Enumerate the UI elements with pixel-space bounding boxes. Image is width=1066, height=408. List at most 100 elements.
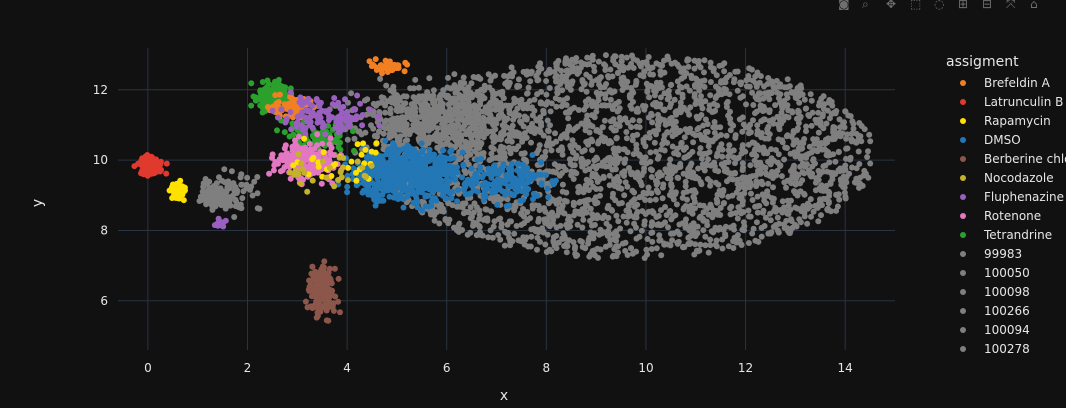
data-point — [556, 208, 562, 215]
data-point — [615, 184, 622, 191]
data-point — [403, 147, 409, 154]
data-point — [655, 126, 662, 133]
data-point — [674, 145, 681, 152]
data-point — [794, 125, 801, 132]
data-point — [401, 68, 408, 75]
data-point — [554, 65, 561, 72]
data-point — [354, 92, 361, 99]
data-point — [383, 117, 389, 124]
data-point — [474, 133, 480, 140]
data-point — [669, 133, 676, 140]
data-point — [592, 194, 599, 201]
data-point — [391, 124, 398, 131]
data-point — [597, 90, 604, 97]
data-point — [292, 104, 299, 111]
data-point — [817, 197, 824, 204]
data-point — [702, 242, 709, 249]
data-point — [563, 198, 570, 205]
data-point — [745, 207, 752, 214]
data-point — [784, 102, 791, 109]
data-point — [553, 78, 559, 85]
data-point — [847, 154, 854, 161]
data-point — [773, 77, 780, 84]
data-point — [237, 174, 244, 181]
data-point — [406, 152, 413, 159]
data-point — [745, 76, 752, 83]
data-point — [642, 143, 649, 150]
data-point — [247, 186, 254, 193]
data-point — [479, 108, 486, 115]
data-point — [649, 238, 656, 245]
data-point — [694, 223, 701, 230]
data-point — [719, 153, 726, 160]
data-point — [269, 107, 276, 114]
data-point — [745, 240, 752, 246]
data-point — [793, 180, 800, 187]
data-point — [422, 117, 429, 124]
data-point — [749, 230, 756, 237]
data-point — [357, 100, 364, 107]
data-point — [657, 94, 664, 101]
data-point — [574, 123, 581, 130]
data-point — [528, 128, 535, 135]
data-point — [621, 172, 628, 179]
data-point — [781, 179, 788, 186]
data-point — [221, 166, 228, 173]
data-point — [376, 172, 383, 179]
data-point — [454, 117, 461, 124]
data-point — [683, 83, 690, 90]
data-point — [481, 171, 488, 178]
data-point — [602, 95, 609, 102]
data-point — [612, 100, 619, 107]
data-point — [544, 185, 551, 192]
data-point — [581, 120, 588, 127]
data-point — [450, 154, 457, 161]
data-point — [654, 179, 661, 186]
data-point — [754, 209, 761, 216]
data-point — [571, 169, 578, 175]
data-point — [588, 81, 595, 88]
data-point — [701, 57, 708, 64]
data-point — [606, 163, 613, 170]
data-point — [583, 88, 590, 95]
data-point — [463, 208, 470, 215]
data-point — [473, 125, 480, 132]
data-point — [740, 219, 747, 226]
data-point — [439, 192, 446, 199]
data-point — [624, 78, 631, 85]
scatter-points — [131, 52, 874, 324]
data-point — [318, 180, 325, 187]
data-point — [545, 128, 552, 135]
data-point — [778, 173, 785, 180]
data-point — [491, 218, 498, 225]
data-point — [765, 180, 772, 187]
data-point — [570, 239, 577, 246]
data-point — [825, 135, 832, 142]
data-point — [646, 65, 653, 72]
data-point — [760, 116, 767, 123]
data-point — [579, 244, 586, 250]
data-point — [372, 149, 379, 156]
data-point — [216, 174, 222, 181]
data-point — [498, 134, 505, 141]
data-point — [575, 184, 582, 191]
data-point — [297, 94, 304, 101]
data-point — [460, 109, 466, 116]
data-point — [454, 198, 461, 205]
data-point — [659, 84, 665, 91]
data-point — [697, 241, 704, 248]
data-point — [319, 124, 326, 131]
data-point — [611, 178, 618, 185]
data-point — [373, 140, 380, 147]
data-point — [579, 148, 586, 155]
data-point — [705, 249, 712, 256]
data-point — [387, 110, 394, 117]
data-point — [587, 229, 594, 236]
data-point — [528, 139, 534, 146]
data-point — [463, 153, 470, 160]
data-point — [784, 208, 790, 215]
data-point — [466, 129, 473, 136]
data-point — [501, 118, 508, 125]
data-point — [603, 102, 609, 109]
